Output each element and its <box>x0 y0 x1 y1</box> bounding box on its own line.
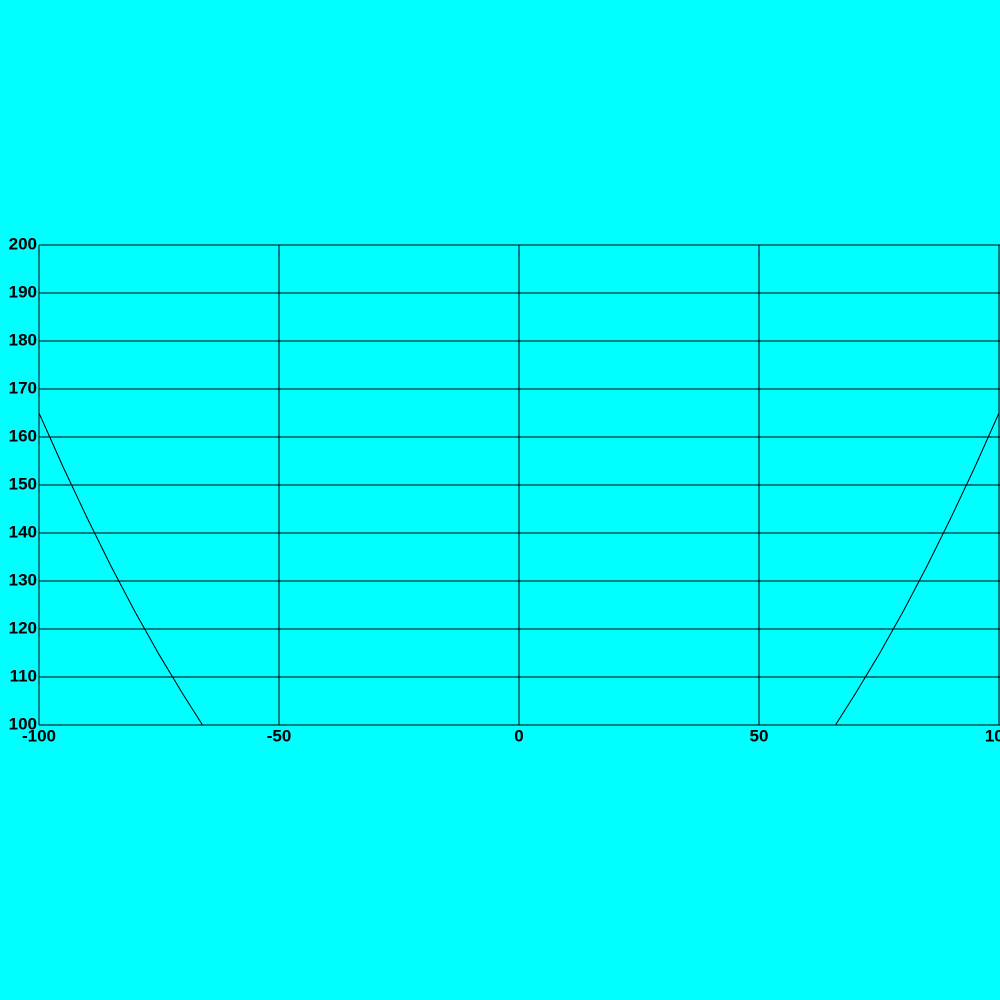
y-tick-label: 120 <box>9 618 37 637</box>
line <box>39 412 1000 725</box>
y-tick-label: 140 <box>9 522 37 541</box>
y-tick-label: 150 <box>9 474 37 493</box>
y-tick-label: 110 <box>10 666 37 685</box>
x-tick-label: 0 <box>514 726 523 745</box>
y-tick-label: 200 <box>9 234 37 253</box>
y-tick-label: 100 <box>9 714 37 733</box>
y-tick-label: 130 <box>9 570 37 589</box>
y-tick-label: 160 <box>9 426 37 445</box>
x-tick-label: 50 <box>750 726 769 745</box>
x-tick-label: -100 <box>22 726 56 745</box>
x-tick-label: -50 <box>267 726 292 745</box>
y-tick-label: 190 <box>9 282 37 301</box>
y-tick-label: 170 <box>9 378 37 397</box>
plot-area <box>39 412 1000 725</box>
y-tick-label: 180 <box>9 330 37 349</box>
x-tick-label: 100 <box>985 726 1000 745</box>
